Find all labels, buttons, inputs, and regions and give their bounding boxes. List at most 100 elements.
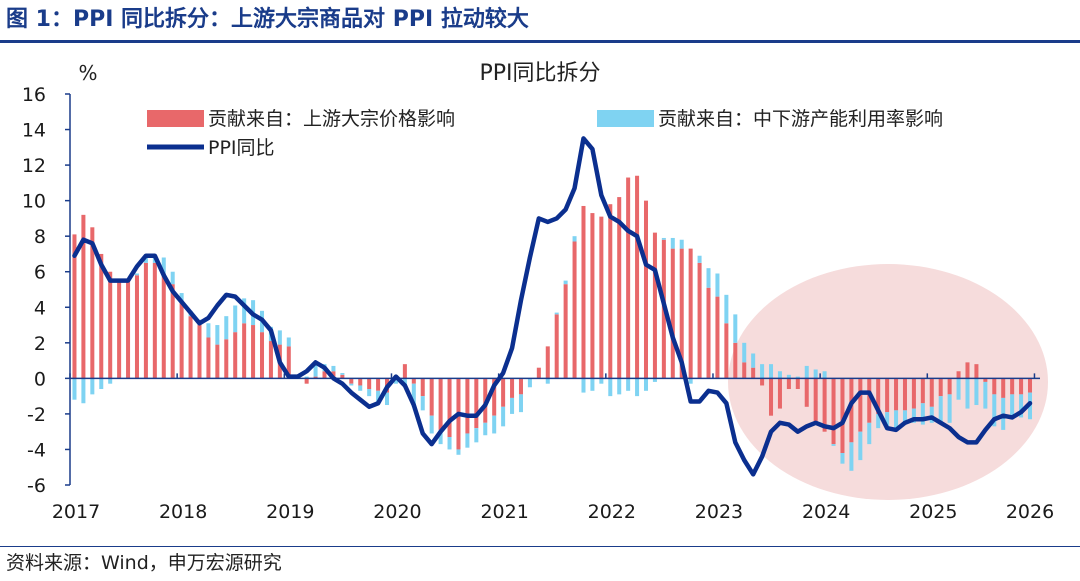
midstream-bar <box>411 383 416 407</box>
x-tick-label: 2018 <box>159 501 207 523</box>
midstream-bar <box>206 323 211 338</box>
midstream-bar <box>724 294 729 324</box>
midstream-bar <box>804 365 809 379</box>
midstream-bar <box>635 378 640 397</box>
upstream-bar <box>161 273 166 379</box>
midstream-bar <box>956 378 961 400</box>
midstream-bar <box>474 428 479 443</box>
y-tick-label: 6 <box>34 262 46 284</box>
y-axis-unit: % <box>78 61 97 85</box>
midstream-bar <box>706 268 711 288</box>
midstream-bar <box>465 433 470 448</box>
upstream-bar <box>518 378 523 395</box>
bars-group <box>72 175 1033 471</box>
upstream-bar <box>590 213 595 379</box>
upstream-bar <box>876 378 881 414</box>
legend-label-ppi: PPI同比 <box>208 137 275 159</box>
upstream-bar <box>956 371 961 379</box>
midstream-bar <box>733 314 738 343</box>
midstream-bar <box>501 406 506 427</box>
upstream-bar <box>581 205 586 379</box>
upstream-bar <box>626 177 631 379</box>
y-tick-label: 10 <box>22 191 46 213</box>
midstream-bar <box>304 376 309 379</box>
upstream-bar <box>304 378 309 384</box>
y-tick-label: 2 <box>34 333 46 355</box>
midstream-bar <box>420 396 425 411</box>
midstream-bar <box>697 255 702 263</box>
upstream-bar <box>599 216 604 379</box>
midstream-bar <box>581 378 586 393</box>
x-tick-label: 2025 <box>909 501 957 523</box>
upstream-bar <box>90 227 95 379</box>
upstream-bar <box>501 378 506 407</box>
midstream-bar <box>831 444 836 446</box>
midstream-bar <box>590 378 595 391</box>
upstream-bar <box>474 378 479 429</box>
upstream-bar <box>134 275 139 379</box>
x-tick-label: 2024 <box>802 501 850 523</box>
upstream-bar <box>411 378 416 384</box>
upstream-bar <box>349 378 354 384</box>
upstream-bar <box>795 378 800 390</box>
legend-swatch-upstream <box>147 110 204 127</box>
midstream-bar <box>894 410 899 429</box>
midstream-bar <box>974 378 979 406</box>
upstream-bar <box>224 339 229 379</box>
upstream-bar <box>72 234 77 379</box>
upstream-bar <box>108 271 113 379</box>
midstream-bar <box>331 365 336 372</box>
midstream-bar <box>777 371 782 379</box>
legend: 贡献来自：上游大宗价格影响 贡献来自：中下游产能利用率影响 PPI同比 <box>147 108 943 159</box>
upstream-bar <box>331 371 336 379</box>
axes-group: -6 -4 -2 0 2 4 6 8 10 12 14 16 2017 2018 2019 2020 2021 2… <box>22 84 1054 523</box>
midstream-bar <box>161 257 166 274</box>
midstream-bar <box>715 273 720 297</box>
midstream-bar <box>867 422 872 445</box>
midstream-bar <box>688 378 693 384</box>
upstream-bar <box>1010 378 1015 395</box>
upstream-bar <box>769 378 774 416</box>
upstream-bar <box>233 332 238 379</box>
midstream-bar <box>876 413 881 429</box>
midstream-bar <box>661 237 666 240</box>
midstream-bar <box>572 236 577 242</box>
midstream-bar <box>340 373 345 375</box>
y-tick-label: -6 <box>27 475 46 497</box>
chart: -6 -4 -2 0 2 4 6 8 10 12 14 16 2017 2018 2019 2020 2021 2… <box>22 61 1054 523</box>
midstream-bar <box>224 316 229 340</box>
upstream-bar <box>760 378 765 386</box>
midstream-bar <box>429 415 434 434</box>
upstream-bar <box>429 378 434 416</box>
upstream-bar <box>143 262 148 379</box>
upstream-bar <box>286 346 291 379</box>
upstream-bar <box>733 342 738 379</box>
upstream-bar <box>822 378 827 432</box>
upstream-bar <box>894 378 899 411</box>
midstream-bar <box>376 390 381 402</box>
upstream-bar <box>867 378 872 423</box>
y-tick-label: 0 <box>34 368 46 390</box>
midstream-bar <box>358 385 363 391</box>
upstream-bar <box>197 325 202 379</box>
upstream-bar <box>179 301 184 379</box>
upstream-bar <box>679 248 684 379</box>
source-note: 资料来源：Wind，申万宏源研究 <box>6 552 282 574</box>
upstream-bar <box>804 378 809 407</box>
upstream-bar <box>670 248 675 379</box>
upstream-bar <box>215 344 220 379</box>
upstream-bar <box>786 378 791 390</box>
upstream-bar <box>688 248 693 379</box>
upstream-bar <box>643 200 649 379</box>
y-tick-label: 4 <box>34 297 46 319</box>
upstream-bar <box>358 378 363 386</box>
x-tick-label: 2019 <box>266 501 314 523</box>
y-tick-label: -4 <box>27 439 46 461</box>
midstream-bar <box>992 394 997 427</box>
upstream-bar <box>402 364 407 379</box>
midstream-bar <box>72 378 77 400</box>
upstream-bar <box>858 378 863 432</box>
midstream-bar <box>983 381 988 409</box>
upstream-bar <box>340 374 345 379</box>
midstream-bar <box>965 378 970 409</box>
